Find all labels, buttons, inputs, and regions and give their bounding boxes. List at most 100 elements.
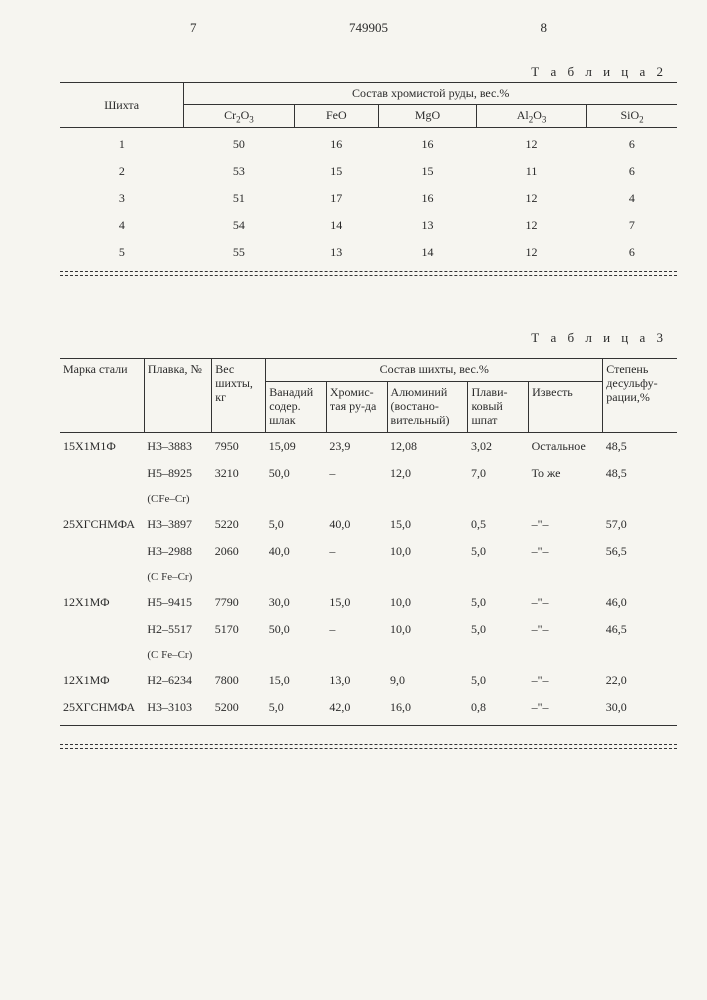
t3-col: Известь (529, 382, 603, 432)
t3-cell: 12Х1МФ (60, 589, 144, 616)
bottom-rule (60, 744, 677, 749)
t3-cell: 30,0 (603, 694, 677, 721)
t3-col: Хромис-тая ру-да (326, 382, 387, 432)
t2-cell: 17 (294, 182, 379, 209)
t2-cell: 14 (379, 236, 477, 269)
t3-cell: Н3–3897 (144, 511, 211, 538)
t3-col: Вес шихты, кг (212, 359, 266, 432)
t2-cell: 12 (476, 182, 586, 209)
t2-cell: 14 (294, 209, 379, 236)
t3-cell: 7950 (212, 432, 266, 460)
t3-cell: Н3–3883 (144, 432, 211, 460)
t3-col: Плавка, № (144, 359, 211, 432)
t3-cell: 15,0 (326, 589, 387, 616)
t3-cell: 5200 (212, 694, 266, 721)
page-header: 7 749905 8 (60, 20, 677, 60)
t3-cell (60, 616, 144, 643)
t3-cell: 10,0 (387, 589, 468, 616)
t3-cell: 25ХГСНМФА (60, 511, 144, 538)
t2-cell: 2 (60, 155, 184, 182)
t3-cell: 57,0 (603, 511, 677, 538)
t3-cell: Н3–2988 (144, 538, 211, 565)
t3-cell: 5,0 (468, 538, 529, 565)
t2-cell: 12 (476, 128, 586, 156)
table3-label: Т а б л и ц а 3 (60, 330, 667, 346)
t3-cell: 7790 (212, 589, 266, 616)
t3-cell: 13,0 (326, 667, 387, 694)
t3-cell: 0,5 (468, 511, 529, 538)
t3-cell: 3,02 (468, 432, 529, 460)
t3-cell: 5,0 (266, 511, 327, 538)
t3-cell: 0,8 (468, 694, 529, 721)
t3-cell: 5170 (212, 616, 266, 643)
t2-cell: 12 (476, 209, 586, 236)
t2-cell: 7 (587, 209, 677, 236)
t3-cell: 16,0 (387, 694, 468, 721)
t3-cell: 40,0 (266, 538, 327, 565)
table2-col: FeO (294, 105, 379, 128)
table2-col: SiO2 (587, 105, 677, 128)
table2-col: Al2O3 (476, 105, 586, 128)
document-number: 749905 (349, 20, 388, 36)
table2-rowheader: Шихта (60, 83, 184, 128)
t3-cell: 12,0 (387, 460, 468, 487)
t2-cell: 50 (184, 128, 294, 156)
t3-cell: (С Fe–Cr) (144, 565, 211, 589)
t3-cell: –"– (529, 511, 603, 538)
table2-label: Т а б л и ц а 2 (60, 64, 667, 80)
t3-cell: 50,0 (266, 460, 327, 487)
t2-cell: 54 (184, 209, 294, 236)
t3-cell (60, 487, 144, 511)
t3-cell: Н3–3103 (144, 694, 211, 721)
t3-cell (60, 538, 144, 565)
t3-cell: Н2–6234 (144, 667, 211, 694)
t3-cell: 25ХГСНМФА (60, 694, 144, 721)
t3-cell: 5,0 (468, 616, 529, 643)
t3-cell: 40,0 (326, 511, 387, 538)
t2-cell: 4 (587, 182, 677, 209)
t2-cell: 51 (184, 182, 294, 209)
t3-cell: 23,9 (326, 432, 387, 460)
t3-col: Алюминий (востано-вительный) (387, 382, 468, 432)
t3-cell: 46,0 (603, 589, 677, 616)
t3-cell: – (326, 460, 387, 487)
t3-cell: 15Х1М1Ф (60, 432, 144, 460)
t3-cell: –"– (529, 538, 603, 565)
t2-cell: 53 (184, 155, 294, 182)
t3-cell: – (326, 538, 387, 565)
table2-col: Cr2O3 (184, 105, 294, 128)
t2-cell: 13 (379, 209, 477, 236)
t3-cell: 12Х1МФ (60, 667, 144, 694)
t2-cell: 6 (587, 236, 677, 269)
t3-cell: 5,0 (468, 667, 529, 694)
t2-cell: 6 (587, 128, 677, 156)
t2-cell: 6 (587, 155, 677, 182)
t2-cell: 15 (379, 155, 477, 182)
t3-cell: 48,5 (603, 460, 677, 487)
t3-col: Плави-ковый шпат (468, 382, 529, 432)
t2-cell: 4 (60, 209, 184, 236)
t3-cell: 15,09 (266, 432, 327, 460)
t3-cell: 42,0 (326, 694, 387, 721)
t3-cell: 50,0 (266, 616, 327, 643)
t3-cell: 9,0 (387, 667, 468, 694)
t3-cell: (С Fe–Cr) (144, 643, 211, 667)
t3-cell: (СFe–Cr) (144, 487, 211, 511)
t3-cell (60, 643, 144, 667)
t3-cell: 3210 (212, 460, 266, 487)
t3-cell: 56,5 (603, 538, 677, 565)
t3-cell: –"– (529, 616, 603, 643)
t3-col: Степень десульфу-рации,% (603, 359, 677, 432)
table2-superheader: Состав хромистой руды, вес.% (184, 83, 677, 105)
t2-cell: 55 (184, 236, 294, 269)
t3-cell: 7,0 (468, 460, 529, 487)
t3-cell: 48,5 (603, 432, 677, 460)
t3-cell: 5,0 (468, 589, 529, 616)
table3-body: 15Х1М1ФН3–3883795015,0923,912,083,02Оста… (60, 432, 677, 721)
t3-cell: – (326, 616, 387, 643)
t3-cell: 10,0 (387, 538, 468, 565)
t3-cell: 10,0 (387, 616, 468, 643)
t3-cell: 2060 (212, 538, 266, 565)
t2-cell: 11 (476, 155, 586, 182)
t3-cell (60, 460, 144, 487)
